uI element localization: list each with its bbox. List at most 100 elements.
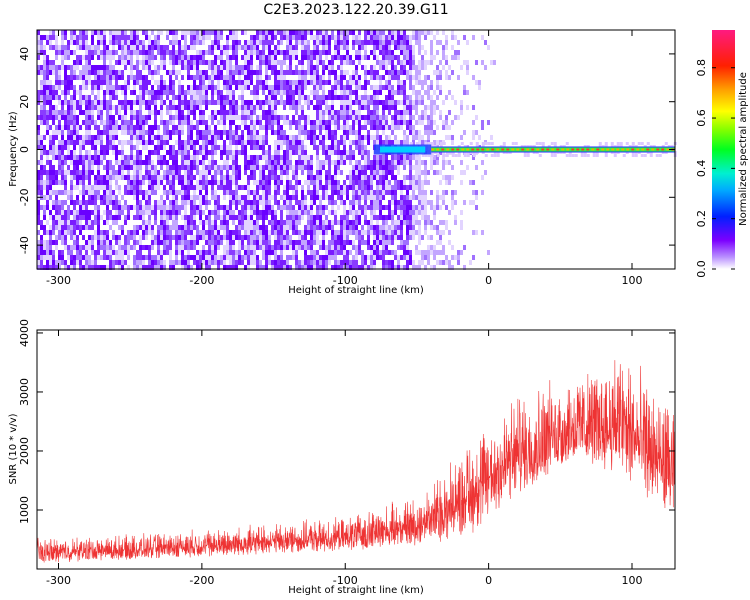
- spectrogram-cell: [181, 130, 184, 135]
- spectrogram-cell: [58, 145, 61, 150]
- spectrogram-cell: [388, 210, 391, 215]
- spectrogram-cell: [76, 170, 79, 175]
- spectrogram-cell: [400, 30, 403, 35]
- spectrogram-cell: [361, 150, 364, 155]
- spectrogram-cell: [442, 175, 445, 180]
- spectrogram-cell: [373, 90, 376, 95]
- spectrogram-cell: [325, 215, 328, 220]
- spectrogram-cell: [310, 230, 313, 235]
- spectrogram-cell: [73, 230, 76, 235]
- spectrogram-cell: [136, 225, 139, 230]
- spectrogram-cell: [49, 100, 52, 105]
- spectrogram-cell: [253, 195, 256, 200]
- spectrogram-cell: [169, 135, 172, 140]
- spectrogram-cell: [157, 30, 160, 35]
- spectrogram-cell: [316, 115, 319, 120]
- spectrogram-cell: [283, 80, 286, 85]
- spectrogram-cell: [49, 180, 52, 185]
- spectrogram-cell: [187, 265, 190, 270]
- spectrogram-cell: [199, 40, 202, 45]
- spectrogram-cell: [112, 70, 115, 75]
- spectrogram-cell: [46, 265, 49, 270]
- spectrogram-cell: [169, 225, 172, 230]
- spectrogram-cell: [394, 210, 397, 215]
- spectrogram-cell: [304, 145, 307, 150]
- spectrogram-cell: [178, 190, 181, 195]
- spectrogram-cell: [52, 60, 55, 65]
- spectrogram-cell: [151, 40, 154, 45]
- spectrogram-cell: [142, 40, 145, 45]
- spectrogram-cell: [130, 245, 133, 250]
- spectrogram-cell: [112, 75, 115, 80]
- spectrogram-cell: [403, 250, 406, 255]
- spectrogram-cell: [133, 100, 136, 105]
- spectrogram-cell: [385, 180, 388, 185]
- spectrogram-cell: [364, 125, 367, 130]
- spectrogram-cell: [214, 260, 217, 265]
- spectrogram-cell: [226, 110, 229, 115]
- spectrogram-cell: [241, 135, 244, 140]
- spectrogram-cell: [370, 225, 373, 230]
- spectrogram-cell: [103, 190, 106, 195]
- spectrogram-cell: [73, 85, 76, 90]
- spectrogram-cell: [364, 190, 367, 195]
- spectrogram-cell: [403, 55, 406, 60]
- spectrogram-cell: [289, 80, 292, 85]
- spectrogram-cell: [415, 155, 418, 160]
- spectrogram-cell: [322, 230, 325, 235]
- spectrogram-cell: [262, 145, 265, 150]
- spectrogram-cell: [418, 160, 421, 165]
- spectrogram-cell: [76, 130, 79, 135]
- spectrogram-cell: [151, 125, 154, 130]
- spectrogram-cell: [397, 40, 400, 45]
- spectrogram-cell: [373, 200, 376, 205]
- spectrogram-cell: [334, 130, 337, 135]
- spectrogram-cell: [214, 160, 217, 165]
- spectrogram-cell: [190, 145, 193, 150]
- spectrogram-cell: [382, 265, 385, 270]
- spectrogram-cell: [115, 150, 118, 155]
- spectrogram-cell: [286, 120, 289, 125]
- spectrogram-cell: [313, 260, 316, 265]
- spectrogram-cell: [319, 260, 322, 265]
- spectrogram-cell: [199, 90, 202, 95]
- spectrogram-cell: [415, 40, 418, 45]
- spectrogram-cell: [355, 85, 358, 90]
- spectrogram-cell: [202, 160, 205, 165]
- spectrogram-cell: [100, 30, 103, 35]
- spectrogram-cell: [97, 35, 100, 40]
- spectrogram-cell: [415, 205, 418, 210]
- spectrogram-cell: [187, 45, 190, 50]
- spectrogram-cell: [127, 55, 130, 60]
- spectrogram-cell: [40, 255, 43, 260]
- spectrogram-cell: [202, 85, 205, 90]
- spectrogram-cell: [394, 250, 397, 255]
- spectrogram-cell: [442, 160, 445, 165]
- spectrogram-cell: [337, 250, 340, 255]
- spectrogram-cell: [94, 180, 97, 185]
- spectrogram-cell: [217, 110, 220, 115]
- spectrogram-cell: [424, 175, 427, 180]
- spectrogram-cell: [340, 90, 343, 95]
- spectrogram-cell: [196, 85, 199, 90]
- spectrogram-cell: [238, 225, 241, 230]
- spectrogram-cell: [358, 120, 361, 125]
- spectrogram-cell: [322, 145, 325, 150]
- spectrogram-cell: [247, 135, 250, 140]
- spectrogram-cell: [175, 250, 178, 255]
- spectrogram-cell: [235, 40, 238, 45]
- spectrogram-cell: [238, 200, 241, 205]
- spectrogram-cell: [193, 185, 196, 190]
- spectrogram-cell: [229, 95, 232, 100]
- spectrogram-cell: [268, 115, 271, 120]
- spectrogram-cell: [82, 95, 85, 100]
- spectrogram-cell: [187, 215, 190, 220]
- spectrogram-cell: [58, 65, 61, 70]
- spectrogram-cell: [346, 50, 349, 55]
- spectrogram-cell: [115, 80, 118, 85]
- spectrogram-cell: [40, 110, 43, 115]
- spectrogram-cell: [61, 35, 64, 40]
- spectrogram-cell: [325, 35, 328, 40]
- spectrogram-cell: [388, 45, 391, 50]
- spectrogram-cell: [124, 110, 127, 115]
